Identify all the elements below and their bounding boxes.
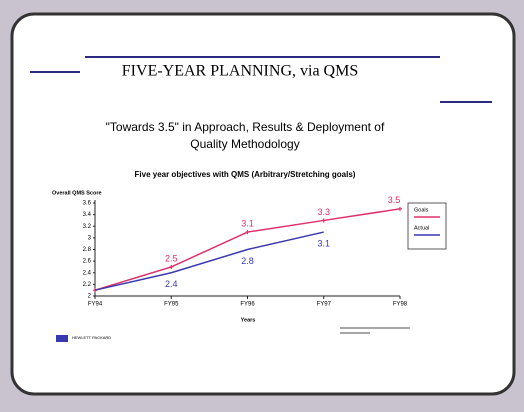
x-tick-label: FY96 [240, 302, 255, 308]
legend [407, 202, 447, 250]
point-marker [398, 206, 402, 211]
x-tick-label: FY94 [88, 302, 103, 308]
data-label: 2.5 [165, 253, 178, 263]
point-marker [245, 230, 250, 235]
data-label: 3.5 [388, 195, 401, 205]
data-label: 2.8 [241, 256, 254, 266]
series-line [94, 231, 324, 291]
y-tick-label: 3 [88, 235, 92, 241]
y-tick-label: 2.4 [83, 270, 92, 276]
slide-frame [10, 12, 516, 396]
x-tick-label: FY98 [393, 302, 408, 308]
logo-text: HEWLETT PACKARD [72, 335, 111, 340]
y-tick-label: 2.8 [83, 247, 92, 253]
data-label: 3.1 [317, 238, 330, 248]
y-tick-label: 3.4 [83, 212, 92, 218]
x-axis-label: Years [241, 317, 256, 323]
point-marker [169, 264, 174, 269]
x-tick-label: FY97 [317, 302, 332, 308]
y-tick-label: 3.6 [83, 201, 92, 207]
y-tick-label: 2.6 [83, 259, 92, 265]
data-label: 3.1 [241, 218, 254, 228]
slide-title: FIVE-YEAR PLANNING, via QMS [122, 63, 358, 80]
y-tick-label: 2.2 [83, 282, 92, 288]
y-tick-label: 2 [88, 294, 92, 300]
logo-mark [56, 335, 68, 342]
legend-label: Goals [414, 207, 429, 213]
y-axis-label: Overall QMS Score [52, 190, 102, 196]
point-marker [321, 218, 326, 223]
data-label: 2.4 [165, 279, 178, 289]
x-tick-label: FY95 [164, 302, 179, 308]
data-label: 3.3 [317, 207, 330, 217]
subtitle: Quality Methodology [190, 137, 299, 151]
legend-label: Actual [414, 225, 429, 231]
subtitle: "Towards 3.5" in Approach, Results & Dep… [106, 120, 385, 134]
chart-title: Five year objectives with QMS (Arbitrary… [135, 170, 356, 179]
y-tick-label: 3.2 [83, 224, 92, 230]
